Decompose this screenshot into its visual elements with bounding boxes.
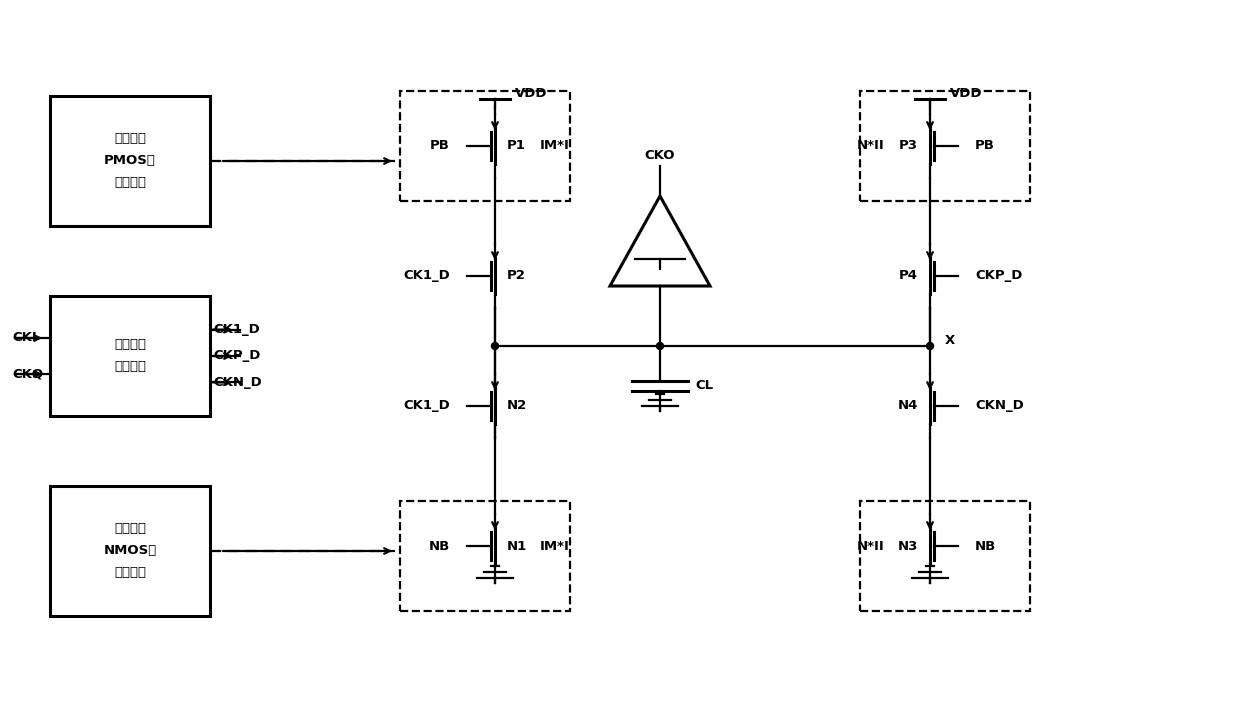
Text: P4: P4 bbox=[899, 270, 918, 282]
Text: PB: PB bbox=[975, 140, 994, 152]
Text: CKN_D: CKN_D bbox=[213, 376, 262, 389]
Text: PB: PB bbox=[430, 140, 450, 152]
Text: PMOS电: PMOS电 bbox=[104, 155, 156, 167]
Text: CKO: CKO bbox=[645, 150, 676, 162]
Bar bbox=[50, 486, 210, 616]
Text: CKQ: CKQ bbox=[12, 368, 43, 381]
Text: IM*I: IM*I bbox=[539, 140, 570, 152]
Text: N1: N1 bbox=[507, 539, 527, 553]
Text: IM*I: IM*I bbox=[539, 539, 570, 553]
Text: 数字控制: 数字控制 bbox=[114, 133, 146, 145]
Text: CKP_D: CKP_D bbox=[975, 270, 1022, 282]
Text: N2: N2 bbox=[507, 400, 527, 412]
Bar bbox=[50, 96, 210, 226]
Text: N*II: N*II bbox=[857, 539, 885, 553]
Text: CKN_D: CKN_D bbox=[975, 400, 1024, 412]
Circle shape bbox=[656, 342, 663, 349]
Circle shape bbox=[926, 342, 934, 349]
Text: CKP_D: CKP_D bbox=[213, 349, 260, 362]
Text: VDD: VDD bbox=[950, 88, 982, 100]
Text: 流源单元: 流源单元 bbox=[114, 566, 146, 580]
Text: CK1_D: CK1_D bbox=[213, 323, 259, 336]
Text: P3: P3 bbox=[899, 140, 918, 152]
Text: NMOS电: NMOS电 bbox=[103, 544, 156, 558]
Text: P1: P1 bbox=[507, 140, 526, 152]
Text: NB: NB bbox=[975, 539, 996, 553]
Bar bbox=[861, 501, 1030, 611]
Text: N4: N4 bbox=[898, 400, 918, 412]
Text: N*II: N*II bbox=[857, 140, 885, 152]
Text: CL: CL bbox=[694, 380, 713, 393]
Text: 时序控制: 时序控制 bbox=[114, 338, 146, 352]
Text: CKI: CKI bbox=[12, 332, 37, 345]
Text: CK1_D: CK1_D bbox=[403, 270, 450, 282]
Bar bbox=[50, 296, 210, 416]
Bar bbox=[401, 501, 570, 611]
Text: CK1_D: CK1_D bbox=[403, 400, 450, 412]
Text: N3: N3 bbox=[898, 539, 918, 553]
Text: NB: NB bbox=[429, 539, 450, 553]
Text: 数字控制: 数字控制 bbox=[114, 522, 146, 535]
Text: 逻辑电路: 逻辑电路 bbox=[114, 361, 146, 373]
Bar bbox=[861, 91, 1030, 201]
Text: P2: P2 bbox=[507, 270, 526, 282]
Circle shape bbox=[491, 342, 498, 349]
Text: 流源单元: 流源单元 bbox=[114, 176, 146, 189]
Text: X: X bbox=[945, 335, 955, 347]
Bar bbox=[401, 91, 570, 201]
Text: VDD: VDD bbox=[515, 88, 548, 100]
